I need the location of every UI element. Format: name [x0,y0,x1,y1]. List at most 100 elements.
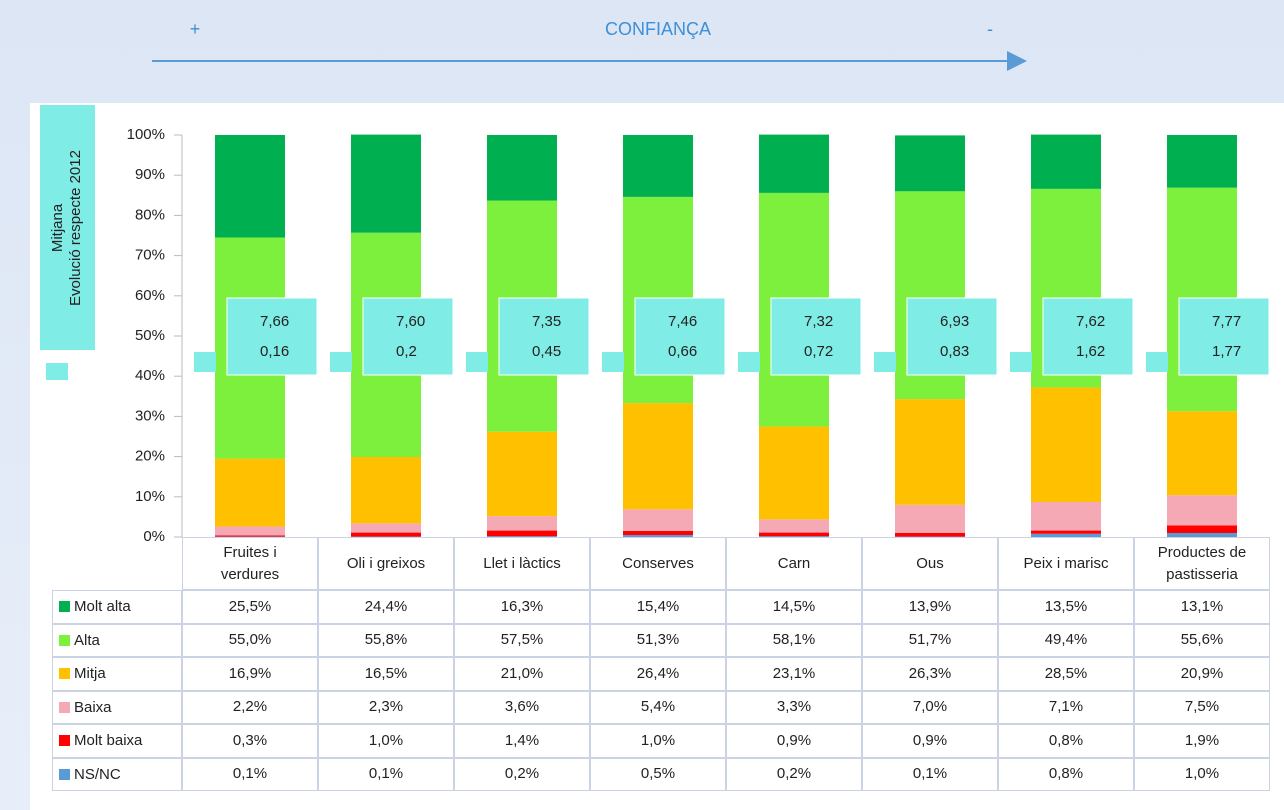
table-cell: 7,1% [998,690,1134,724]
table-cell: 5,4% [590,690,726,724]
category-label: Productes de pastisseria [1134,537,1270,590]
bar-segment [215,458,285,527]
y-tick-label: 50% [135,327,165,344]
table-cell-text: 15,4% [636,597,680,615]
bar-segment [1031,387,1101,503]
category-label: Carn [726,537,862,590]
bar-segment [487,431,557,517]
table-cell-text: 14,5% [772,597,816,615]
bar-segment [1167,525,1237,533]
bar-segment [1031,134,1101,189]
table-cell: 23,1% [726,657,862,691]
table-cell-text: 2,2% [232,698,268,716]
table-cell: 0,3% [182,724,318,758]
table-cell-text: 3,6% [504,698,540,716]
mean-label: Mitjana [49,203,66,252]
bar-segment [1167,532,1237,537]
table-cell: 15,4% [590,590,726,624]
plus: + [190,19,201,39]
category-label-text: Carn [777,554,811,572]
table-cell-text: 1,9% [1184,731,1220,749]
category-label-text: Fruites i verdures [220,543,280,583]
bar-segment [895,135,965,192]
mean-label: 6,93 [940,313,969,330]
table-cell-text: 26,3% [908,664,952,682]
bar-segment [623,403,693,510]
table-cell: 7,0% [862,690,998,724]
annotation-box [634,297,726,376]
evolution-label: 0,16 [260,343,289,360]
table-cell-text: 1,0% [1184,765,1220,783]
legend-marker [46,363,68,380]
table-cell-text: 51,3% [636,631,680,649]
mean-label: 7,62 [1076,313,1105,330]
table-cell-text: 25,5% [228,597,272,615]
evolution-label: Evolució respecte 2012 [67,150,84,306]
y-tick-label: 100% [127,126,165,143]
table-cell-text: 7,1% [1048,698,1084,716]
evolution-label: 0,72 [804,343,833,360]
evolution-label: 0,66 [668,343,697,360]
legend-text: Baixa [74,698,112,716]
table-cell-text: 24,4% [364,597,408,615]
evolution-label: 0,83 [940,343,969,360]
table-cell-text: 1,0% [368,731,404,749]
table-cell: 0,9% [862,724,998,758]
table-cell: 1,9% [1134,724,1270,758]
table-cell: 55,6% [1134,623,1270,657]
bar-segment [351,134,421,233]
table-cell: 1,0% [590,724,726,758]
table-cell: 16,9% [182,657,318,691]
category-label-text: Productes de pastisseria [1157,543,1247,583]
bar-segment [1031,533,1101,537]
table-cell: 55,0% [182,623,318,657]
table-cell: 1,4% [454,724,590,758]
table-cell-text: 57,5% [500,631,544,649]
legend-entry: Alta [52,623,182,657]
table-cell-text: 58,1% [772,631,816,649]
legend-swatch [59,634,70,646]
table-cell: 13,1% [1134,590,1270,624]
table-cell-text: 0,1% [912,765,948,783]
bar-segment [1031,502,1101,531]
y-tick-label: 40% [135,367,165,384]
category-label-text: Oli i greixos [346,554,426,572]
bar-segment [895,532,965,537]
table-cell-text: 0,2% [776,765,812,783]
table-cell-text: 0,3% [232,731,268,749]
table-cell-text: 0,9% [776,731,812,749]
table-cell: 0,2% [454,757,590,791]
table-cell-text: 21,0% [500,664,544,682]
table-cell-text: 13,1% [1180,597,1224,615]
table-cell-text: 0,2% [504,765,540,783]
table-cell: 16,3% [454,590,590,624]
bar-segment [1031,530,1101,534]
bar-segment [215,526,285,536]
annotation-box [498,297,590,376]
table-cell-text: 7,5% [1184,698,1220,716]
table-cell: 14,5% [726,590,862,624]
table-cell-text: 16,5% [364,664,408,682]
category-label-text: Llet i làctics [483,554,561,572]
table-cell: 3,6% [454,690,590,724]
table-cell-text: 0,5% [640,765,676,783]
annotation-marker [1146,352,1168,372]
annotation-box [362,297,454,376]
annotation-box [226,297,318,376]
bar-segment [759,532,829,537]
mean-label: 7,35 [532,313,561,330]
y-tick-label: 70% [135,247,165,264]
table-cell: 3,3% [726,690,862,724]
category-label: Conserves [590,537,726,590]
annotation-box [1042,297,1134,376]
legend-box [40,105,95,350]
bar-segment [215,535,285,537]
table-cell: 2,3% [318,690,454,724]
bar-segment [487,135,557,201]
mean-label: 7,60 [396,313,425,330]
bar-segment [759,426,829,520]
table-cell-text: 0,1% [232,765,268,783]
table-cell: 51,7% [862,623,998,657]
